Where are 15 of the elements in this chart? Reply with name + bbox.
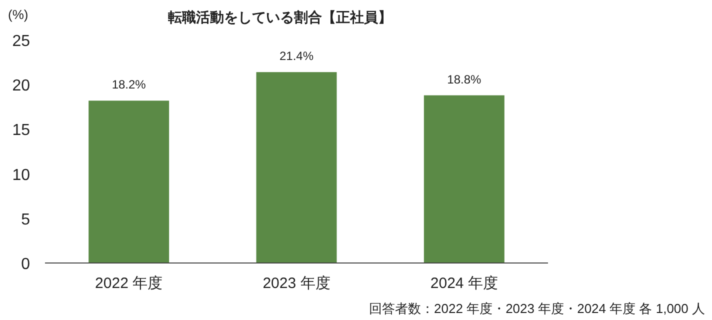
data-label: 18.2% <box>112 78 146 92</box>
text: 回答者数：2022 年度・2023 年度・2024 年度 各 1,000 人 <box>369 301 705 316</box>
x-tick-label: 2023 年度 <box>262 275 330 292</box>
y-axis-title: (%) <box>8 7 28 22</box>
y-tick-label: 20 <box>12 78 30 95</box>
y-tick-label: 15 <box>12 122 30 140</box>
y-tick-label: 25 <box>12 33 30 50</box>
y-tick-label: 5 <box>21 211 30 228</box>
data-label: 18.8% <box>447 72 482 86</box>
x-tick-label: 2022 年度 <box>95 275 163 292</box>
chart-title: 転職活動をしている割合【正社員】 <box>167 9 392 25</box>
y-tick-label: 0 <box>21 256 30 273</box>
y-tick-label: 10 <box>12 166 30 184</box>
data-label: 21.4% <box>279 49 314 64</box>
x-tick-label: 2024 年度 <box>430 275 498 292</box>
